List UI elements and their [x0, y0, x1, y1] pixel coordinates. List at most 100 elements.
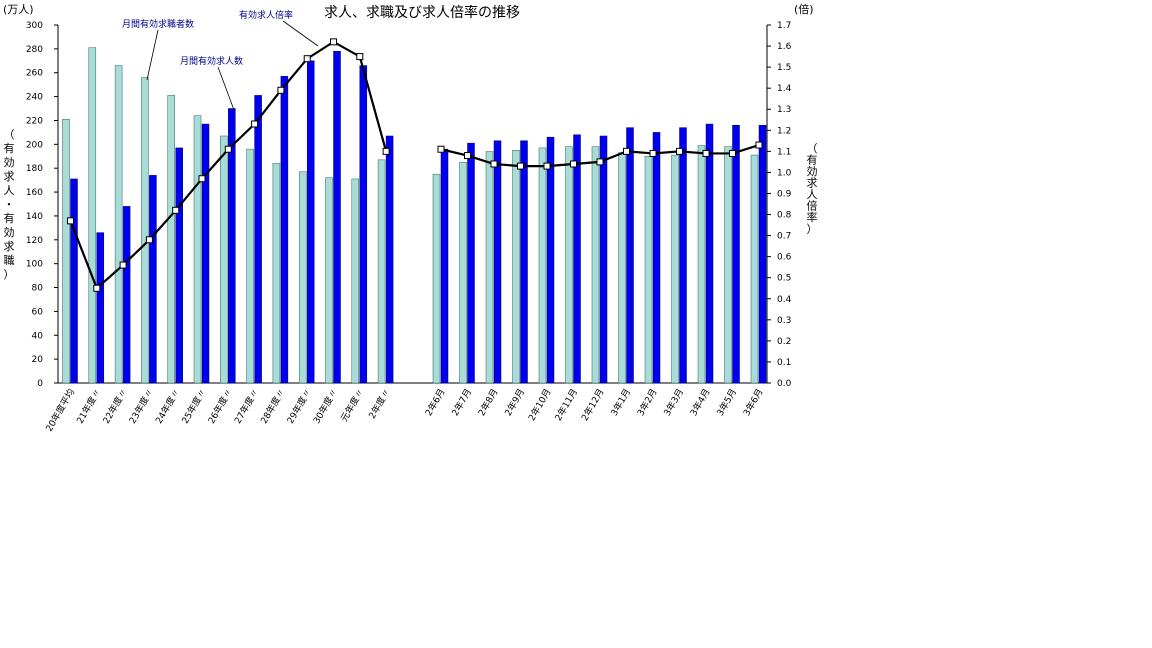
right-tick-label: 0.9 — [777, 189, 792, 199]
bar-job-openings — [122, 206, 131, 384]
ratio-point — [356, 53, 364, 61]
left-axis-label-char: ） — [4, 268, 15, 281]
right-tick-label: 0.3 — [777, 316, 791, 326]
left-tick-label: 0 — [37, 379, 43, 389]
right-axis-label-char: （ — [807, 142, 818, 155]
ratio-point — [119, 261, 127, 269]
annotation-job-seekers: 月間有効求職者数 — [122, 18, 194, 30]
left-axis-label-char: 有 — [4, 211, 15, 225]
bar-job-openings — [175, 147, 183, 384]
right-axis-label-char: ） — [807, 223, 818, 236]
left-tick-label: 120 — [26, 236, 43, 246]
right-axis-label-char: 人 — [807, 188, 818, 201]
ratio-point — [224, 145, 232, 153]
right-tick-label: 0.4 — [777, 295, 792, 305]
right-axis-label-char: 有 — [807, 153, 818, 167]
bar-job-openings — [96, 232, 105, 384]
category-label: 30年度〃 — [310, 387, 340, 426]
bar-job-openings — [732, 124, 740, 384]
left-tick-label: 60 — [32, 307, 44, 317]
axes-layer — [54, 24, 771, 384]
bar-job-seekers — [88, 47, 97, 384]
ratio-point — [303, 55, 311, 63]
left-tick-label: 20 — [32, 355, 44, 365]
left-axis-label-char: ・ — [4, 198, 15, 211]
bar-job-seekers — [538, 147, 547, 384]
bar-job-seekers — [167, 95, 175, 384]
bar-job-seekers — [62, 119, 70, 384]
ratio-line-layer — [67, 38, 763, 292]
bar-job-seekers — [750, 154, 759, 384]
bar-job-seekers — [671, 154, 679, 384]
annotation-job-openings: 月間有効求人数 — [180, 55, 243, 67]
right-axis-label-char: 求 — [807, 177, 818, 190]
bar-job-openings — [228, 108, 236, 384]
bar-job-openings — [280, 76, 289, 384]
left-axis-label-char: （ — [4, 128, 15, 141]
bar-job-openings — [254, 95, 262, 384]
category-label: 27年度〃 — [232, 387, 262, 426]
bar-job-seekers — [591, 146, 600, 384]
category-label: 2年度〃 — [366, 387, 393, 421]
left-tick-label: 220 — [26, 116, 43, 126]
left-tick-label: 300 — [26, 21, 43, 31]
bar-job-seekers — [351, 178, 360, 384]
right-tick-label: 0.0 — [777, 379, 792, 389]
left-axis-label-char: 有 — [4, 141, 15, 155]
ratio-point — [277, 86, 285, 94]
annotation-leader — [282, 20, 319, 47]
right-tick-label: 0.2 — [777, 337, 791, 347]
category-label: 25年度〃 — [179, 387, 209, 426]
bar-job-openings — [201, 123, 210, 384]
bar-job-seekers — [697, 145, 706, 384]
category-label: 2年7月 — [449, 387, 474, 419]
right-tick-label: 1.1 — [777, 147, 791, 157]
ratio-point — [676, 147, 683, 155]
right-tick-label: 1.6 — [777, 42, 792, 52]
bar-job-seekers — [298, 171, 307, 384]
ratio-point — [649, 149, 657, 157]
category-label: 24年度〃 — [153, 387, 183, 426]
category-label: 2年9月 — [502, 387, 527, 419]
ratio-point — [570, 160, 577, 168]
right-axis-unit: (倍) — [794, 2, 814, 16]
bar-job-seekers — [272, 163, 281, 384]
category-label: 23年度〃 — [126, 387, 156, 426]
ratio-point — [755, 141, 763, 149]
left-axis-label-char: 職 — [4, 254, 15, 267]
ratio-point — [382, 147, 390, 155]
bar-job-seekers — [141, 77, 149, 384]
annotation-leader — [217, 66, 235, 111]
bar-job-seekers — [114, 65, 123, 384]
bar-job-openings — [467, 142, 475, 384]
category-label: 3年4月 — [687, 387, 712, 419]
left-axis-label-char: 求 — [4, 170, 15, 183]
bar-job-openings — [626, 127, 634, 384]
right-tick-label: 0.5 — [777, 274, 791, 284]
bar-job-openings — [758, 124, 767, 384]
category-label: 3年2月 — [634, 387, 659, 419]
bar-job-seekers — [432, 173, 441, 384]
annotation-ratio: 有効求人倍率 — [239, 9, 293, 21]
bar-job-openings — [546, 136, 555, 384]
right-tick-label: 0.6 — [777, 253, 792, 263]
right-tick-label: 0.1 — [777, 358, 791, 368]
bar-job-openings — [679, 127, 687, 384]
bar-job-seekers — [459, 161, 467, 384]
bar-job-openings — [70, 178, 78, 384]
bar-job-openings — [520, 140, 528, 384]
right-axis-label-char: 効 — [807, 164, 818, 178]
right-tick-label: 1.5 — [777, 63, 791, 73]
ratio-point — [251, 120, 259, 128]
bar-job-seekers — [565, 146, 573, 384]
bar-job-openings — [333, 51, 341, 384]
ratio-point — [729, 149, 736, 157]
category-label: 29年度〃 — [284, 387, 314, 426]
bar-job-seekers — [512, 150, 520, 384]
bar-job-openings — [385, 135, 394, 384]
ratio-point — [67, 217, 74, 225]
annotation-leader — [146, 29, 159, 81]
category-label: 26年度〃 — [205, 387, 235, 426]
bar-job-openings — [440, 148, 449, 384]
